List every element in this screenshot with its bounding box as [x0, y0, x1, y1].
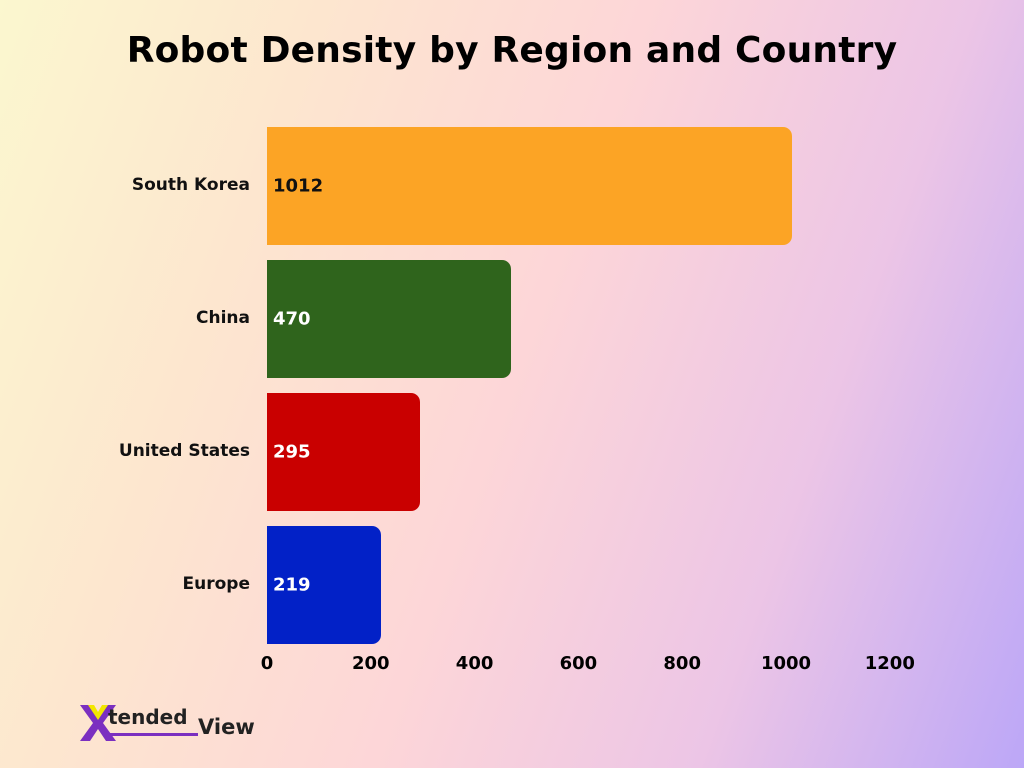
x-tick-label: 600 [559, 653, 598, 674]
logo-text-view: View [198, 715, 255, 739]
x-tick-label: 0 [260, 653, 274, 674]
bar: 219 [267, 526, 381, 644]
x-tick-label: 400 [455, 653, 494, 674]
bar-value-label: 219 [273, 574, 311, 596]
bar-value-label: 470 [273, 308, 311, 330]
x-tick-label: 200 [352, 653, 390, 674]
x-tick-label: 1200 [864, 653, 915, 674]
logo-underline [106, 733, 198, 736]
chart-title: Robot Density by Region and Country [126, 30, 898, 71]
bar-value-label: 1012 [273, 175, 324, 197]
logo-x-icon [80, 705, 116, 741]
bar: 1012 [267, 127, 792, 245]
bar: 295 [267, 393, 420, 511]
logo-text-tended: tended [108, 705, 188, 729]
x-tick-label: 1000 [760, 653, 812, 674]
x-tick-label: 800 [663, 653, 701, 674]
xtendedview-logo: tended View [78, 703, 268, 743]
category-label: China [196, 308, 250, 328]
bar-value-label: 295 [273, 441, 311, 463]
category-label: Europe [182, 574, 250, 594]
bar: 470 [267, 260, 511, 378]
category-label: United States [118, 441, 250, 461]
category-label: South Korea [131, 175, 250, 195]
